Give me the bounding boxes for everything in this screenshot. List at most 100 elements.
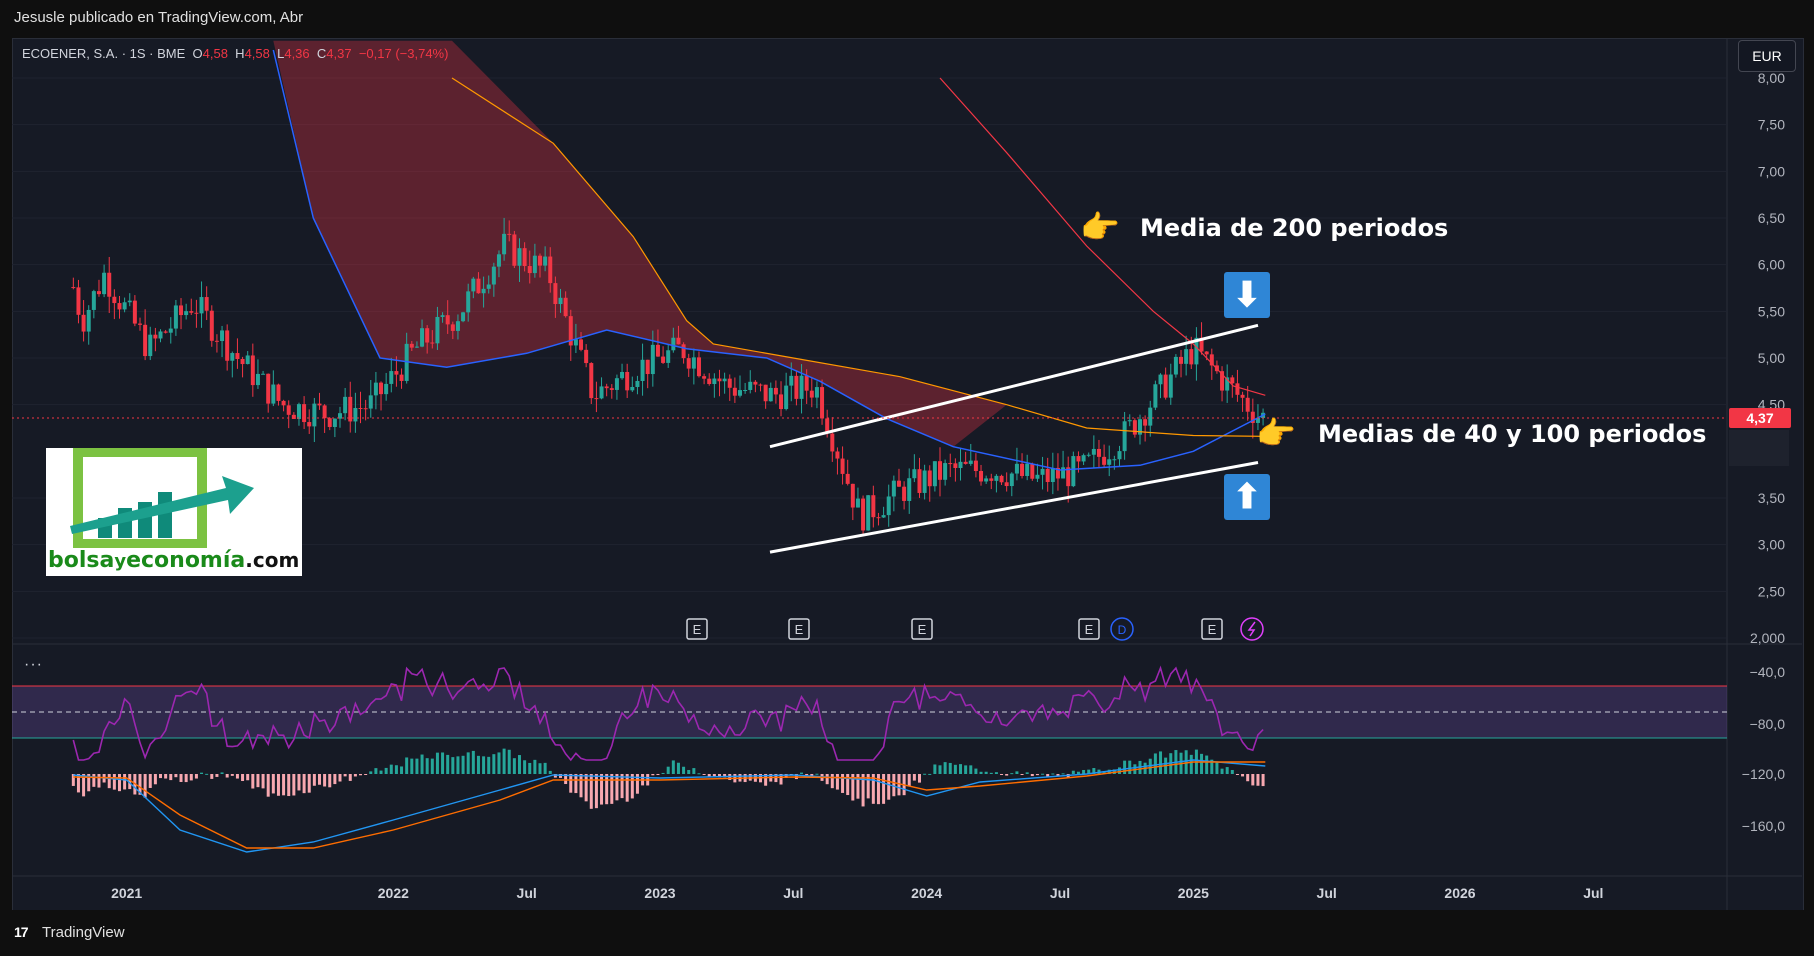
- candle-body: [753, 381, 758, 385]
- macd-histogram-bar: [861, 774, 865, 807]
- macd-histogram-bar: [87, 774, 91, 792]
- macd-histogram-bar: [394, 765, 398, 774]
- macd-histogram-bar: [1020, 774, 1024, 775]
- candle-body: [1066, 467, 1071, 487]
- macd-histogram-bar: [323, 774, 327, 787]
- macd-histogram-bar: [574, 774, 578, 794]
- currency-button[interactable]: EUR: [1738, 40, 1796, 72]
- macd-histogram-bar: [1071, 770, 1075, 774]
- footer-bar: 17 TradingView: [0, 910, 1814, 956]
- macd-histogram-bar: [1082, 769, 1086, 774]
- tradingview-brand[interactable]: TradingView: [42, 924, 125, 941]
- candle-body: [481, 288, 486, 294]
- candle-body: [476, 278, 481, 294]
- macd-histogram-bar: [153, 774, 157, 785]
- candle-body: [902, 486, 907, 501]
- candle-body: [1158, 374, 1163, 385]
- macd-histogram-bar: [897, 774, 901, 796]
- candle-body: [517, 248, 522, 266]
- macd-histogram-bar: [517, 755, 521, 774]
- macd-histogram-bar: [723, 774, 727, 778]
- candle-body: [102, 272, 107, 295]
- candle-body: [1230, 377, 1235, 384]
- candle-body: [138, 323, 142, 325]
- candle-body: [840, 458, 845, 474]
- macd-histogram-bar: [835, 774, 839, 790]
- macd-histogram-bar: [1225, 767, 1229, 774]
- candle-body: [466, 291, 471, 313]
- macd-histogram-bar: [410, 758, 414, 774]
- macd-histogram-bar: [343, 774, 347, 777]
- macd-histogram-bar: [764, 774, 768, 786]
- candle-body: [712, 378, 717, 385]
- macd-histogram-bar: [112, 774, 116, 790]
- macd-histogram-bar: [989, 772, 993, 774]
- candle-body: [384, 383, 389, 395]
- macd-histogram-bar: [1015, 771, 1019, 774]
- candle-body: [1040, 468, 1045, 475]
- macd-histogram-bar: [353, 774, 357, 777]
- macd-histogram-bar: [825, 774, 829, 785]
- macd-histogram-bar: [92, 774, 96, 787]
- candle-body: [240, 358, 245, 365]
- time-tick-label: 2023: [644, 885, 675, 901]
- macd-histogram-bar: [328, 774, 332, 788]
- candle-body: [943, 463, 948, 480]
- macd-histogram-bar: [928, 773, 932, 775]
- macd-histogram-bar: [887, 774, 891, 800]
- candle-body: [876, 517, 881, 519]
- macd-histogram-bar: [1210, 759, 1214, 774]
- macd-histogram-bar: [1241, 774, 1245, 777]
- candle-body: [738, 390, 742, 396]
- macd-histogram-bar: [230, 774, 234, 776]
- tradingview-logo-icon[interactable]: 17: [14, 924, 29, 940]
- candle-body: [686, 358, 691, 369]
- pane-menu-button[interactable]: ···: [24, 656, 43, 673]
- macd-histogram-bar: [1220, 768, 1224, 774]
- macd-histogram-bar: [492, 754, 496, 774]
- time-tick-label: 2024: [911, 885, 942, 901]
- candle-body: [1220, 371, 1225, 391]
- candle-body: [450, 324, 455, 331]
- candle-body: [389, 371, 394, 384]
- candle-body: [250, 355, 255, 386]
- macd-histogram-bar: [502, 748, 506, 774]
- candle-body: [1035, 474, 1040, 479]
- macd-histogram-bar: [1046, 774, 1050, 777]
- open-value: 4,58: [202, 46, 228, 61]
- candle-body: [958, 461, 963, 468]
- candle-body: [973, 460, 978, 472]
- candle-body: [394, 371, 399, 375]
- macd-histogram-bar: [974, 768, 978, 774]
- macd-histogram-bar: [159, 774, 163, 779]
- macd-histogram-bar: [702, 774, 706, 775]
- time-tick-label: 2022: [378, 885, 409, 901]
- candle-body: [245, 355, 250, 365]
- time-tick-label: 2025: [1178, 885, 1209, 901]
- candle-body: [620, 371, 625, 379]
- macd-histogram-bar: [497, 752, 501, 774]
- macd-histogram-bar: [435, 752, 439, 774]
- macd-histogram-bar: [717, 774, 721, 778]
- close-value: 4,37: [326, 46, 352, 61]
- macd-line: [73, 759, 1266, 853]
- macd-histogram-bar: [635, 774, 639, 794]
- time-tick-label: Jul: [1583, 885, 1603, 901]
- chart-frame[interactable]: [12, 38, 1804, 912]
- candle-body: [1096, 448, 1101, 457]
- macd-histogram-bar: [707, 774, 711, 777]
- macd-histogram-bar: [1041, 773, 1045, 775]
- macd-histogram-bar: [1200, 753, 1204, 774]
- macd-histogram-bar: [1251, 774, 1255, 786]
- macd-histogram-bar: [215, 774, 219, 777]
- candle-body: [338, 413, 342, 419]
- candle-body: [584, 349, 589, 364]
- lower-axis-ticks: −40,0 −80,0 −120,0 −160,0: [1742, 664, 1785, 834]
- earnings-marker-icon: [1201, 618, 1223, 640]
- candle-body: [502, 233, 507, 255]
- macd-histogram-bar: [1246, 774, 1250, 782]
- macd-histogram-bar: [712, 774, 716, 777]
- symbol-legend[interactable]: ECOENER, S.A. · 1S · BME O4,58 H4,58 L4,…: [22, 46, 448, 61]
- candle-body: [132, 300, 137, 324]
